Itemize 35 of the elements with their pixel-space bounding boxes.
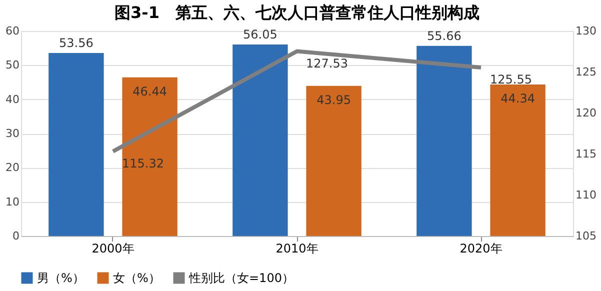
y2-tick-label: 115 — [576, 148, 596, 160]
y-tick-label: 60 — [6, 24, 20, 38]
y-tick-label: 30 — [6, 127, 20, 140]
data-label: 55.66 — [427, 28, 462, 43]
y-tick-label: 10 — [6, 195, 20, 208]
data-label: 46.44 — [132, 84, 167, 98]
bar — [232, 44, 288, 236]
y2-tick-label: 110 — [576, 188, 596, 202]
bar — [416, 46, 472, 236]
bar — [122, 77, 178, 236]
y2-tick-label: 130 — [576, 24, 596, 38]
data-label: 115.32 — [122, 156, 164, 170]
bar — [306, 86, 362, 236]
data-label: 44.34 — [500, 92, 535, 106]
legend-label: 男（%） — [37, 271, 84, 285]
x-tick-label: 2000年 — [92, 242, 134, 256]
y-tick-label: 40 — [6, 92, 20, 106]
y-tick-label: 20 — [6, 161, 20, 174]
y-tick-label: 50 — [6, 58, 20, 72]
data-label: 125.55 — [490, 72, 532, 86]
y2-tick-label: 120 — [576, 106, 596, 120]
x-tick-label: 2020年 — [460, 242, 502, 256]
bar — [490, 84, 546, 236]
x-tick-label: 2010年 — [276, 242, 318, 256]
data-label: 53.56 — [59, 36, 94, 50]
legend-label: 性别比（女=100） — [188, 271, 294, 285]
legend-label: 女（%） — [113, 271, 160, 285]
data-label: 43.95 — [316, 92, 351, 107]
bar — [48, 53, 104, 236]
data-label: 127.53 — [306, 56, 348, 70]
chart-title: 图3-1 第五、六、七次人口普查常住人口性别构成 — [114, 3, 480, 22]
data-label: 56.05 — [243, 27, 278, 42]
y2-tick-label: 125 — [576, 66, 596, 78]
y-tick-label: 0 — [12, 230, 20, 242]
y2-tick-label: 105 — [576, 230, 596, 242]
